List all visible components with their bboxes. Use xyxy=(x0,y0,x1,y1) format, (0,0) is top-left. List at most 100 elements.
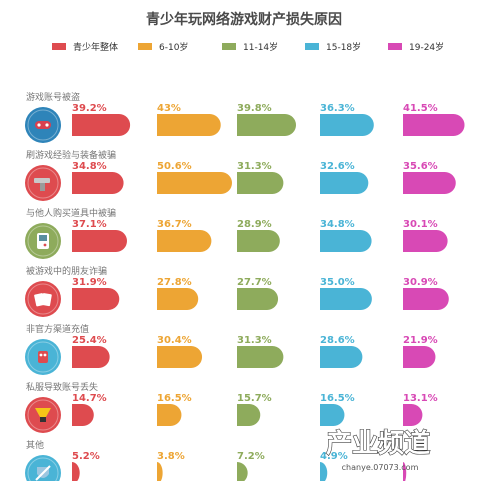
value-label-4-4: 21.9% xyxy=(403,335,438,346)
value-label-3-0: 31.9% xyxy=(72,277,107,288)
legend-swatch-1 xyxy=(138,43,152,50)
value-label-3-4: 30.9% xyxy=(403,277,438,288)
bar-0-0 xyxy=(72,114,131,136)
value-label-4-2: 31.3% xyxy=(237,335,272,346)
playing-cards-icon xyxy=(25,281,61,317)
watermark: 产业频道 chanye.07073.com xyxy=(325,427,430,472)
value-label-5-4: 13.1% xyxy=(403,393,438,404)
bar-2-2 xyxy=(237,230,280,252)
value-label-6-0: 5.2% xyxy=(72,451,100,462)
bar-5-1 xyxy=(157,404,182,426)
bar-3-1 xyxy=(157,288,199,310)
category-label-5: 私服导致账号丢失 xyxy=(26,381,98,393)
legend-label-1: 6-10岁 xyxy=(159,41,188,53)
bar-4-0 xyxy=(72,346,110,368)
value-label-4-1: 30.4% xyxy=(157,335,192,346)
gun-icon xyxy=(25,165,61,201)
bar-4-4 xyxy=(403,346,436,368)
category-label-4: 非官方渠道充值 xyxy=(26,323,89,335)
sword-shield-icon xyxy=(25,455,61,481)
bar-0-1 xyxy=(157,114,221,136)
bar-3-2 xyxy=(237,288,279,310)
value-label-6-3: 4.9% xyxy=(320,451,348,462)
bar-5-4 xyxy=(403,404,423,426)
value-label-1-3: 32.6% xyxy=(320,161,355,172)
legend: 青少年整体 6-10岁 11-14岁 15-18岁 19-24岁 xyxy=(52,41,444,53)
bar-3-0 xyxy=(72,288,120,310)
value-label-3-2: 27.7% xyxy=(237,277,272,288)
bar-6-2 xyxy=(237,462,248,481)
category-row-6: 其他 5.2% 3.8% 7.2% 4.9% xyxy=(25,439,407,481)
bar-5-3 xyxy=(320,404,345,426)
value-label-3-3: 35.0% xyxy=(320,277,355,288)
value-label-2-2: 28.9% xyxy=(237,219,272,230)
value-label-6-2: 7.2% xyxy=(237,451,265,462)
legend-label-4: 19-24岁 xyxy=(409,41,444,53)
bar-4-3 xyxy=(320,346,363,368)
bar-5-2 xyxy=(237,404,261,426)
value-label-2-4: 30.1% xyxy=(403,219,438,230)
bar-2-0 xyxy=(72,230,127,252)
bar-0-3 xyxy=(320,114,374,136)
legend-swatch-2 xyxy=(222,43,236,50)
bar-4-2 xyxy=(237,346,284,368)
category-label-6: 其他 xyxy=(26,439,44,451)
chart-title: 青少年玩网络游戏财产损失原因 xyxy=(146,11,342,28)
category-label-1: 刷游戏经验与装备被骗 xyxy=(26,149,116,161)
bar-3-4 xyxy=(403,288,449,310)
bar-2-4 xyxy=(403,230,448,252)
bar-1-4 xyxy=(403,172,456,194)
legend-swatch-0 xyxy=(52,43,66,50)
legend-label-0: 青少年整体 xyxy=(73,41,118,53)
value-label-4-0: 25.4% xyxy=(72,335,107,346)
value-label-5-0: 14.7% xyxy=(72,393,107,404)
value-label-0-3: 36.3% xyxy=(320,103,355,114)
value-label-2-1: 36.7% xyxy=(157,219,192,230)
bar-3-3 xyxy=(320,288,372,310)
bar-1-0 xyxy=(72,172,124,194)
bar-4-1 xyxy=(157,346,203,368)
value-label-1-2: 31.3% xyxy=(237,161,272,172)
value-label-5-1: 16.5% xyxy=(157,393,192,404)
legend-swatch-4 xyxy=(388,43,402,50)
bar-0-2 xyxy=(237,114,296,136)
legend-label-3: 15-18岁 xyxy=(326,41,361,53)
value-label-0-4: 41.5% xyxy=(403,103,438,114)
value-label-6-1: 3.8% xyxy=(157,451,185,462)
value-label-5-2: 15.7% xyxy=(237,393,272,404)
value-label-2-0: 37.1% xyxy=(72,219,107,230)
game-console-icon xyxy=(25,223,61,259)
bar-1-1 xyxy=(157,172,232,194)
value-label-1-0: 34.8% xyxy=(72,161,107,172)
value-label-1-1: 50.6% xyxy=(157,161,192,172)
trophy-icon xyxy=(25,397,61,433)
bar-1-2 xyxy=(237,172,284,194)
bar-6-4 xyxy=(403,462,407,481)
value-label-5-3: 16.5% xyxy=(320,393,355,404)
category-label-3: 被游戏中的朋友诈骗 xyxy=(26,265,107,277)
bar-2-3 xyxy=(320,230,372,252)
bar-6-0 xyxy=(72,462,80,481)
robot-icon xyxy=(25,339,61,375)
value-label-2-3: 34.8% xyxy=(320,219,355,230)
value-label-0-0: 39.2% xyxy=(72,103,107,114)
watermark-url: chanye.07073.com xyxy=(342,463,419,472)
value-label-1-4: 35.6% xyxy=(403,161,438,172)
watermark-logo-text: 产业频道 xyxy=(326,428,430,459)
bar-6-1 xyxy=(157,462,163,481)
bar-1-3 xyxy=(320,172,369,194)
bar-2-1 xyxy=(157,230,212,252)
bar-0-4 xyxy=(403,114,465,136)
value-label-0-2: 39.8% xyxy=(237,103,272,114)
value-label-4-3: 28.6% xyxy=(320,335,355,346)
value-label-3-1: 27.8% xyxy=(157,277,192,288)
category-label-0: 游戏账号被盗 xyxy=(26,91,80,103)
legend-swatch-3 xyxy=(305,43,319,50)
value-label-0-1: 43% xyxy=(157,103,181,114)
